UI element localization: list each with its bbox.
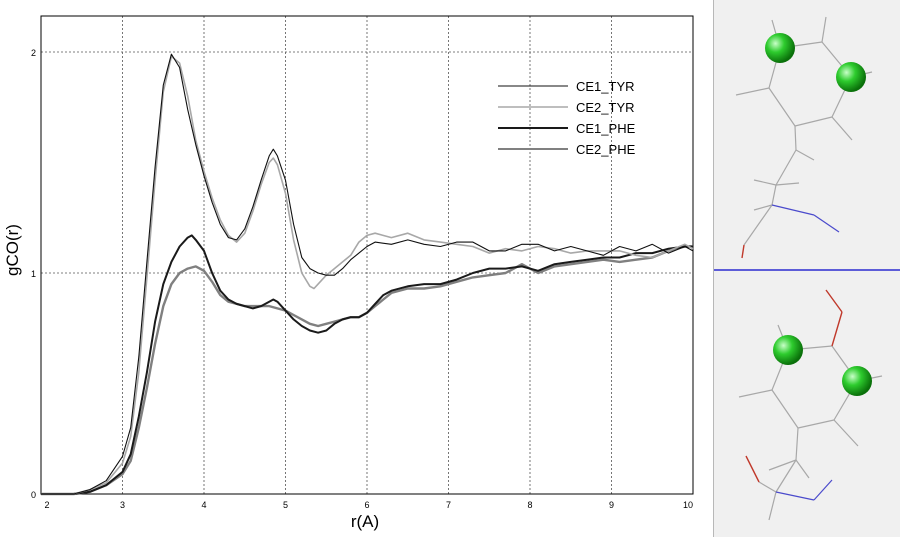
x-tick-label: 10 <box>683 500 693 510</box>
x-tick-label: 3 <box>120 500 125 510</box>
green-atom-2 <box>836 62 866 92</box>
legend-label: CE2_PHE <box>576 142 636 157</box>
y-tick-label: 0 <box>31 490 36 500</box>
bottom-molecule <box>738 324 883 521</box>
green-atom-4 <box>842 366 872 396</box>
y-tick-labels: 0 1 2 <box>31 48 36 500</box>
x-tick-label: 9 <box>609 500 614 510</box>
y-axis-title: gCO(r) <box>3 224 22 276</box>
legend-label: CE2_TYR <box>576 100 635 115</box>
molecule-views <box>714 16 900 521</box>
x-tick-label: 4 <box>201 500 206 510</box>
top-nitrogen-bond <box>771 204 815 216</box>
rdf-chart: 2 3 4 5 6 7 8 9 10 0 1 2 r(A) gCO(r) CE1_TYR CE2_TY… <box>3 15 694 531</box>
x-tick-label: 8 <box>527 500 532 510</box>
top-molecule <box>735 16 873 246</box>
series-layer <box>41 53 694 496</box>
bottom-oxygen-bond-3 <box>745 455 760 483</box>
x-axis-title: r(A) <box>351 512 379 531</box>
x-tick-label: 7 <box>446 500 451 510</box>
series-line-ce2-phe <box>41 245 693 496</box>
molecule-view-panel <box>713 0 900 537</box>
legend-label: CE1_PHE <box>576 121 636 136</box>
bottom-nitrogen-bond-2 <box>813 479 833 501</box>
bottom-nitrogen-bond <box>775 491 815 501</box>
x-tick-label: 6 <box>364 500 369 510</box>
y-tick-label: 2 <box>31 48 36 58</box>
top-nitrogen-bond-2 <box>813 214 840 233</box>
legend: CE1_TYR CE2_TYR CE1_PHE CE2_PHE <box>498 79 636 157</box>
grid-lines <box>41 16 693 494</box>
bottom-oxygen-bond-2 <box>825 289 843 313</box>
x-tick-labels: 2 3 4 5 6 7 8 9 10 <box>44 500 693 510</box>
green-atom-3 <box>773 335 803 365</box>
bottom-oxygen-bond <box>831 311 843 347</box>
series-line-ce1-tyr <box>41 53 694 495</box>
green-atom-1 <box>765 33 795 63</box>
x-tick-label: 2 <box>44 500 49 510</box>
plot-frame <box>40 15 694 495</box>
x-tick-label: 5 <box>283 500 288 510</box>
y-tick-label: 1 <box>31 269 36 279</box>
top-oxygen-bond <box>741 244 745 259</box>
legend-label: CE1_TYR <box>576 79 635 94</box>
series-line-ce1-phe <box>41 234 693 495</box>
